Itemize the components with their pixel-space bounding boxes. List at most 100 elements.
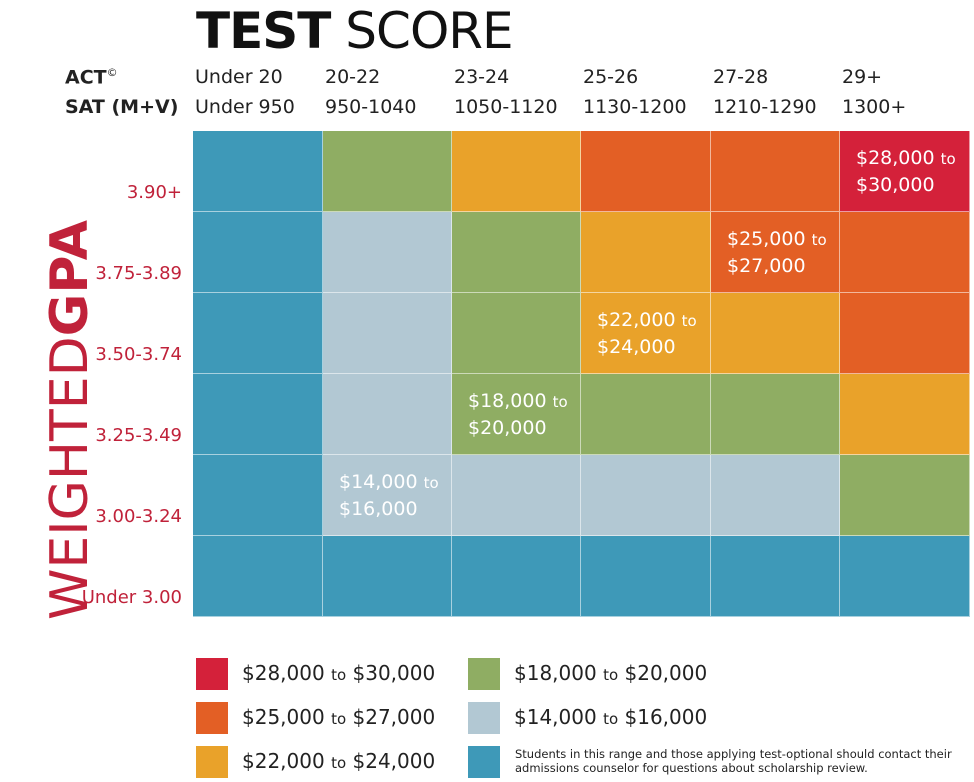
- range-to: to: [552, 393, 568, 411]
- legend-low: $22,000: [242, 749, 325, 773]
- sat-range: Under 950: [195, 96, 295, 118]
- grid-cell: [581, 131, 711, 212]
- grid-cell: [452, 212, 581, 293]
- sat-range: 1300+: [842, 96, 907, 118]
- grid-cell: [581, 536, 711, 617]
- act-range: 20-22: [325, 66, 381, 88]
- grid-cell: [581, 212, 711, 293]
- legend-note: Students in this range and those applyin…: [515, 747, 952, 775]
- grid-cell: [711, 374, 840, 455]
- grid-cell: [840, 374, 970, 455]
- grid-cell: [193, 374, 323, 455]
- act-range: 25-26: [583, 66, 639, 88]
- range-high: $16,000: [339, 498, 418, 520]
- range-low: $25,000: [727, 228, 806, 250]
- act-range: 23-24: [454, 66, 510, 88]
- grid-cell: [452, 293, 581, 374]
- grid-cell: [840, 536, 970, 617]
- grid-cell: [193, 455, 323, 536]
- legend-text: $18,000 to $20,000: [514, 661, 707, 685]
- legend-swatch: [468, 658, 500, 690]
- grid-cell: [711, 536, 840, 617]
- gpa-label: Under 3.00: [81, 587, 182, 608]
- range-label: $14,000 to $16,000: [339, 469, 439, 522]
- legend-to: to: [603, 710, 619, 728]
- grid-cell: [452, 536, 581, 617]
- range-to: to: [423, 474, 439, 492]
- act: ACT: [65, 66, 107, 89]
- legend-to: to: [331, 710, 347, 728]
- grid-cell: [323, 212, 452, 293]
- gpa-label: 3.25-3.49: [95, 425, 182, 446]
- grid-cell: [840, 455, 970, 536]
- grid-cell: $28,000 to $30,000: [840, 131, 970, 212]
- vertical-light: WEIGHTED: [40, 336, 100, 620]
- range-label: $28,000 to $30,000: [856, 145, 956, 198]
- legend-to: to: [331, 666, 347, 684]
- act-label: ACT©: [65, 66, 118, 88]
- sat-range: 1130-1200: [583, 96, 687, 118]
- range-to: to: [681, 312, 697, 330]
- range-high: $27,000: [727, 255, 806, 277]
- legend-low: $14,000: [514, 705, 597, 729]
- range-label: $18,000 to $20,000: [468, 388, 568, 441]
- grid-cell: [323, 131, 452, 212]
- range-high: $30,000: [856, 174, 935, 196]
- grid-cell: [581, 455, 711, 536]
- range-low: $18,000: [468, 390, 547, 412]
- legend-swatch: [196, 746, 228, 778]
- legend-swatch: [196, 658, 228, 690]
- sat-label: SAT (M+V): [65, 96, 179, 118]
- range-to: to: [811, 231, 827, 249]
- act-mark: ©: [106, 66, 118, 79]
- grid-cell: [711, 293, 840, 374]
- grid-cell: [193, 131, 323, 212]
- title-bold: TEST: [196, 2, 331, 60]
- gpa-label: 3.50-3.74: [95, 344, 182, 365]
- range-label: $22,000 to $24,000: [597, 307, 697, 360]
- legend-high: $27,000: [352, 705, 436, 729]
- range-low: $28,000: [856, 147, 935, 169]
- grid-cell: [840, 293, 970, 374]
- act-range: 29+: [842, 66, 883, 88]
- legend-low: $25,000: [242, 705, 325, 729]
- sat-range: 1210-1290: [713, 96, 817, 118]
- legend-text: $28,000 to $30,000: [242, 661, 435, 685]
- grid-cell: [581, 374, 711, 455]
- grid-cell: [452, 455, 581, 536]
- legend-swatch: [468, 746, 500, 778]
- act-range: Under 20: [195, 66, 283, 88]
- sat-range: 950-1040: [325, 96, 417, 118]
- grid-cell: $18,000 to $20,000: [452, 374, 581, 455]
- grid-cell: [840, 212, 970, 293]
- grid-cell: $22,000 to $24,000: [581, 293, 711, 374]
- legend-to: to: [603, 666, 619, 684]
- grid-cell: $25,000 to $27,000: [711, 212, 840, 293]
- legend-high: $16,000: [624, 705, 708, 729]
- title-rest: SCORE: [345, 2, 513, 60]
- gpa-label: 3.75-3.89: [95, 263, 182, 284]
- legend-high: $24,000: [352, 749, 436, 773]
- gpa-label: 3.90+: [126, 182, 182, 203]
- legend-text: $14,000 to $16,000: [514, 705, 707, 729]
- sat-range: 1050-1120: [454, 96, 558, 118]
- legend-swatch: [196, 702, 228, 734]
- legend-low: $28,000: [242, 661, 325, 685]
- range-low: $14,000: [339, 471, 418, 493]
- grid-cell: [323, 293, 452, 374]
- legend-text: $25,000 to $27,000: [242, 705, 435, 729]
- grid-cell: [711, 131, 840, 212]
- grid-cell: [452, 131, 581, 212]
- legend-high: $20,000: [624, 661, 708, 685]
- act-range: 27-28: [713, 66, 769, 88]
- legend-to: to: [331, 754, 347, 772]
- title: TEST SCORE: [196, 2, 514, 60]
- grid-cell: [323, 536, 452, 617]
- grid-cell: [323, 374, 452, 455]
- legend-high: $30,000: [352, 661, 436, 685]
- legend-low: $18,000: [514, 661, 597, 685]
- grid-cell: $14,000 to $16,000: [323, 455, 452, 536]
- range-to: to: [940, 150, 956, 168]
- legend-text: $22,000 to $24,000: [242, 749, 435, 773]
